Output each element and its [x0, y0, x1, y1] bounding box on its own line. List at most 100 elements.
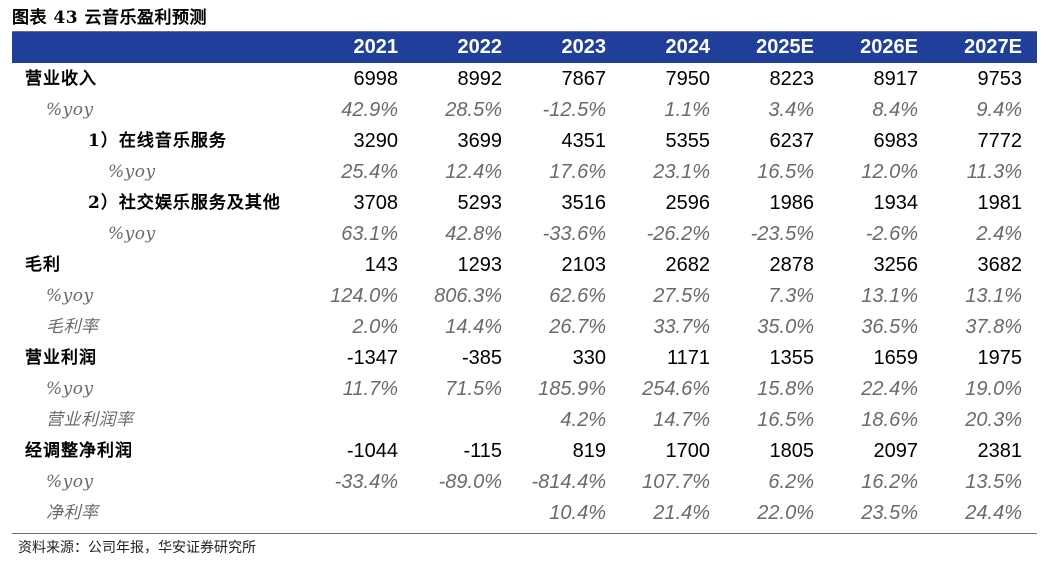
table-cell: 8917	[873, 68, 919, 90]
table-cell: 1975	[977, 347, 1023, 369]
table-row: 净利率 10.4% 21.4% 22.0% 23.5% 24.4%	[12, 498, 1037, 529]
table-cell: 35.0%	[757, 316, 814, 338]
table-cell: 42.8%	[445, 223, 502, 245]
table-cell: 8.4%	[872, 99, 918, 121]
table-cell: 1.1%	[664, 99, 710, 121]
row-label: 2）社交娱乐服务及其他	[88, 193, 281, 213]
table-cell: 1934	[873, 192, 919, 214]
table-row: 2）社交娱乐服务及其他 3708 5293 3516 2596 1986 1934 1981	[12, 188, 1037, 219]
table-cell: 2381	[977, 440, 1023, 462]
table-cell: 27.5%	[653, 285, 710, 307]
table-cell: 124.0%	[330, 285, 398, 307]
table-cell: 6983	[873, 130, 919, 152]
table-cell: 819	[572, 440, 606, 462]
table-cell	[406, 405, 502, 436]
table-cell: 18.6%	[861, 409, 918, 431]
table-cell: 12.0%	[861, 161, 918, 183]
table-cell: -26.2%	[646, 223, 710, 245]
table-cell: 13.5%	[965, 471, 1022, 493]
table-cell: 254.6%	[642, 378, 710, 400]
table-cell: 143	[364, 254, 398, 276]
table-cell: 14.7%	[653, 409, 710, 431]
table-cell: 12.4%	[445, 161, 502, 183]
row-label: 毛利率	[46, 317, 99, 337]
table-cell: 8992	[457, 68, 503, 90]
table-cell: -33.4%	[334, 471, 398, 493]
table-row: %yoy 42.9% 28.5% -12.5% 1.1% 3.4% 8.4% 9.4%	[12, 95, 1037, 126]
year-header: 2025E	[756, 36, 814, 58]
table-cell: 2596	[665, 192, 711, 214]
table-cell	[302, 405, 398, 436]
year-header: 2021	[353, 36, 399, 58]
source-note: 资料来源：公司年报，华安证券研究所	[18, 540, 256, 556]
table-cell: 3256	[873, 254, 919, 276]
table-cell: -89.0%	[438, 471, 502, 493]
table-cell	[406, 498, 502, 529]
table-cell: 22.0%	[757, 502, 814, 524]
table-cell: 22.4%	[861, 378, 918, 400]
row-label: %yoy	[108, 224, 156, 244]
table-cell: 13.1%	[965, 285, 1022, 307]
table-cell: 9.4%	[976, 99, 1022, 121]
table-cell: 1986	[769, 192, 815, 214]
table-row: %yoy 11.7% 71.5% 185.9% 254.6% 15.8% 22.4% 19.0…	[12, 374, 1037, 405]
table-cell: 6.2%	[768, 471, 814, 493]
figure-title: 图表 43 云音乐盈利预测	[12, 8, 207, 28]
table-bottom-divider	[12, 533, 1037, 534]
table-cell: 25.4%	[341, 161, 398, 183]
row-label: %yoy	[46, 100, 94, 120]
table-header: 2021 2022 2023 2024 2025E 2026E 2027E	[12, 32, 1037, 63]
table-cell: 1293	[457, 254, 503, 276]
table-cell: 7867	[561, 68, 607, 90]
table-cell: 5355	[665, 130, 711, 152]
table-cell: 6998	[353, 68, 399, 90]
table-cell: -1347	[346, 347, 398, 369]
table-row: %yoy 25.4% 12.4% 17.6% 23.1% 16.5% 12.0% 11.3%	[12, 157, 1037, 188]
table-row: %yoy 63.1% 42.8% -33.6% -26.2% -23.5% -2.6% 2.4…	[12, 219, 1037, 250]
table-cell: 6237	[769, 130, 815, 152]
table-cell: 3.4%	[768, 99, 814, 121]
table-cell: 28.5%	[445, 99, 502, 121]
year-header: 2023	[561, 36, 607, 58]
table-cell: 4.2%	[560, 409, 606, 431]
table-cell: 62.6%	[549, 285, 606, 307]
table-row: 经调整净利润 -1044 -115 819 1700 1805 2097 2381	[12, 436, 1037, 467]
table-cell: 9753	[977, 68, 1023, 90]
table-cell: 26.7%	[549, 316, 606, 338]
table-cell: 19.0%	[965, 378, 1022, 400]
table-row: %yoy -33.4% -89.0% -814.4% 107.7% 6.2% 16.2% 13…	[12, 467, 1037, 498]
table-cell: 36.5%	[861, 316, 918, 338]
table-cell: 11.7%	[342, 378, 398, 400]
row-label: 净利率	[46, 503, 99, 523]
table-cell: 15.8%	[757, 378, 814, 400]
row-label: 营业收入	[25, 69, 97, 89]
table-row: 1）在线音乐服务 3290 3699 4351 5355 6237 6983 7772	[12, 126, 1037, 157]
table-cell: 1700	[665, 440, 711, 462]
table-cell: 3290	[353, 130, 399, 152]
row-label: %yoy	[46, 286, 94, 306]
table-cell: 7.3%	[768, 285, 814, 307]
table-cell: -385	[461, 347, 502, 369]
table-cell: 2.0%	[352, 316, 398, 338]
table-cell: 20.3%	[965, 409, 1022, 431]
year-header: 2027E	[964, 36, 1022, 58]
year-header: 2026E	[860, 36, 918, 58]
table-cell: -12.5%	[542, 99, 606, 121]
year-header: 2022	[457, 36, 503, 58]
table-cell: 7772	[977, 130, 1023, 152]
table-cell: 1355	[769, 347, 815, 369]
table-row: 毛利率 2.0% 14.4% 26.7% 33.7% 35.0% 36.5% 37.8%	[12, 312, 1037, 343]
table-cell: 24.4%	[965, 502, 1022, 524]
table-cell: 16.5%	[757, 161, 814, 183]
table-cell: 2682	[665, 254, 711, 276]
row-label: 营业利润率	[46, 410, 134, 430]
row-label: %yoy	[46, 472, 94, 492]
table-cell: 2.4%	[976, 223, 1022, 245]
table-cell: 13.1%	[861, 285, 918, 307]
table-cell: 63.1%	[341, 223, 398, 245]
table-cell: 5293	[457, 192, 503, 214]
table-cell: 23.1%	[653, 161, 710, 183]
table-cell: 33.7%	[653, 316, 710, 338]
table-cell: 7950	[665, 68, 711, 90]
table-cell: -814.4%	[531, 471, 607, 493]
